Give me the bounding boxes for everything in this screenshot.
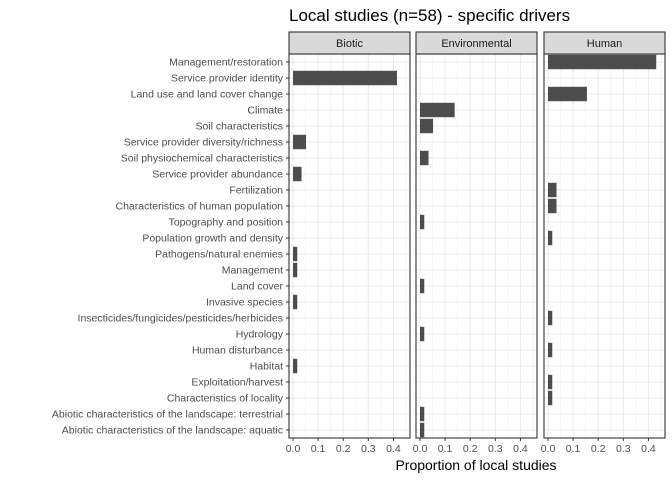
category-label-exploitation-harvest: Exploitation/harvest [191,377,283,389]
facet-strip-label: Human [587,38,622,50]
category-label-abiotic-characteristics-of-the-landscape-aquatic: Abiotic characteristics of the landscape… [62,425,283,437]
bar-human-land-use-and-land-cover-change [548,86,587,102]
bar-human-population-growth-and-density [548,230,553,246]
bar-environmental-abiotic-characteristics-of-the-landscape-aquatic [420,422,425,438]
bar-environmental-land-cover [420,278,425,294]
x-tick-label: 0.1 [438,443,453,455]
category-label-insecticides-fungicides-pesticides-herbicides: Insecticides/fungicides/pesticides/herbi… [78,313,283,325]
facet-strip [288,31,411,55]
bar-environmental-soil-physiochemical-characteristics [420,150,429,166]
x-tick-label: 0.4 [513,443,528,455]
x-axis-title: Proportion of local studies [395,457,556,473]
bar-environmental-abiotic-characteristics-of-the-landscape-terrestrial [420,406,425,422]
category-label-hydrology: Hydrology [236,329,284,341]
category-label-service-provider-identity: Service provider identity [171,73,284,85]
category-label-soil-physiochemical-characteristics: Soil physiochemical characteristics [121,153,283,165]
x-tick-label: 0.1 [311,443,326,455]
category-label-land-use-and-land-cover-change: Land use and land cover change [131,89,284,101]
x-tick-label: 0.3 [361,443,376,455]
category-labels: Management/restoration Service provider i… [52,57,289,437]
facet-panels: Biotic 0.0 0.1 0.2 0.3 0.4 Environmental 0.0 0.1… [286,31,666,455]
x-tick-label: 0.2 [591,443,606,455]
bar-human-human-disturbance [548,342,553,358]
category-label-land-cover: Land cover [231,281,283,293]
category-label-characteristics-of-human-population: Characteristics of human population [115,201,283,213]
panel-background [544,54,665,438]
bar-biotic-pathogens-natural-enemies [293,246,298,262]
category-label-topography-and-position: Topography and position [169,217,284,229]
panel-human: Human 0.0 0.1 0.2 0.3 0.4 [541,31,666,455]
category-label-management: Management [222,265,283,277]
x-tick-label: 0.3 [616,443,631,455]
category-label-soil-characteristics: Soil characteristics [195,121,283,133]
category-label-abiotic-characteristics-of-the-landscape-terrestrial: Abiotic characteristics of the landscape… [52,409,283,421]
x-tick-label: 0.1 [566,443,581,455]
panel-biotic: Biotic 0.0 0.1 0.2 0.3 0.4 [286,31,411,455]
category-label-climate: Climate [247,105,283,117]
bar-biotic-invasive-species [293,294,298,310]
bar-biotic-management [293,262,298,278]
x-tick-label: 0.4 [641,443,656,455]
panel-environmental: Environmental 0.0 0.1 0.2 0.3 0.4 [413,31,538,455]
x-tick-label: 0.3 [488,443,503,455]
bar-human-exploitation-harvest [548,374,553,390]
category-label-service-provider-abundance: Service provider abundance [152,169,283,181]
category-label-characteristics-of-locality: Characteristics of locality [167,393,284,405]
bar-environmental-hydrology [420,326,425,342]
bar-biotic-habitat [293,358,298,374]
category-label-management-restoration: Management/restoration [169,57,283,69]
facet-strip-label: Environmental [441,38,511,50]
x-tick-label: 0.0 [413,443,428,455]
x-tick-label: 0.2 [336,443,351,455]
category-label-pathogens-natural-enemies: Pathogens/natural enemies [155,249,283,261]
panel-background [289,54,410,438]
bar-biotic-service-provider-diversity-richness [293,134,307,150]
bar-human-management-restoration [548,54,657,70]
bar-human-characteristics-of-locality [548,390,553,406]
bar-environmental-soil-characteristics [420,118,434,134]
category-label-human-disturbance: Human disturbance [192,345,283,357]
bar-biotic-service-provider-abundance [293,166,302,182]
facet-strip [543,31,666,55]
category-label-invasive-species: Invasive species [206,297,283,309]
bar-environmental-topography-and-position [420,214,425,230]
x-tick-label: 0.0 [286,443,301,455]
category-label-fertilization: Fertilization [229,185,283,197]
chart-title: Local studies (n=58) - specific drivers [289,6,570,25]
x-tick-label: 0.2 [463,443,478,455]
category-label-habitat: Habitat [250,361,283,373]
bar-human-insecticides-fungicides-pesticides-herbicides [548,310,553,326]
bar-human-characteristics-of-human-population [548,198,557,214]
facet-strip-label: Biotic [336,38,363,50]
bar-environmental-climate [420,102,455,118]
category-label-service-provider-diversity-richness: Service provider diversity/richness [124,137,283,149]
bar-human-fertilization [548,182,557,198]
facet-strip [415,31,538,55]
x-tick-label: 0.0 [541,443,556,455]
bar-biotic-service-provider-identity [293,70,397,86]
x-tick-label: 0.4 [386,443,401,455]
panel-background [416,54,537,438]
category-label-population-growth-and-density: Population growth and density [142,233,283,245]
